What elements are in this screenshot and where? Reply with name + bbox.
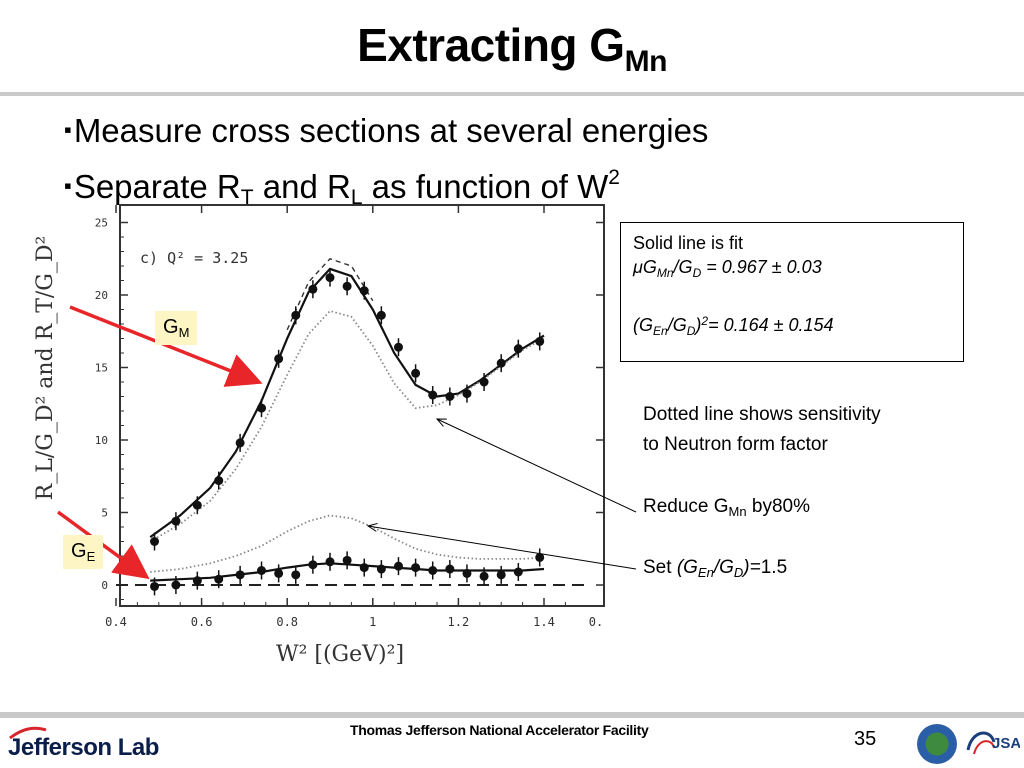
fit-line-2: μGMn/GD = 0.967 ± 0.03: [633, 257, 822, 280]
dotted-note: Dotted line shows sensitivity to Neutron…: [643, 404, 881, 455]
ge-label: GE: [63, 535, 104, 569]
bullet-item: ▪Measure cross sections at several energ…: [64, 112, 709, 149]
data-point: [479, 571, 489, 581]
footer-divider: [0, 712, 1024, 718]
x-tick-label: 1: [369, 615, 376, 629]
dotted-callout-line: [437, 419, 637, 513]
x-tick-label: 0.8: [276, 615, 298, 629]
data-point: [513, 344, 523, 354]
data-point: [150, 537, 160, 546]
reduce-note: Reduce GMn by80%: [643, 496, 810, 519]
title-divider: [0, 92, 1024, 96]
data-point: [291, 570, 301, 580]
slide-title: Extracting GMn: [357, 19, 667, 78]
y-tick-label: 0: [101, 579, 108, 592]
plot-frame: [119, 204, 605, 607]
data-point: [325, 273, 335, 283]
data-point: [150, 581, 160, 591]
data-point: [359, 563, 369, 573]
data-point: [214, 574, 224, 584]
data-point: [535, 336, 545, 346]
x-tick-label: 1.4: [533, 615, 555, 629]
data-point: [192, 576, 202, 586]
data-point: [535, 552, 545, 562]
y-tick-label: 20: [95, 289, 108, 302]
y-axis-label: R_L/G_D² and R_T/G_D²: [33, 236, 58, 501]
data-point: [479, 377, 489, 387]
data-point: [393, 342, 403, 352]
set-callout-line: [368, 526, 637, 570]
doe-seal-icon: [917, 724, 957, 764]
data-point: [462, 568, 472, 578]
data-point: [496, 358, 506, 368]
data-point: [445, 564, 455, 574]
data-point: [257, 566, 267, 575]
series-line: [286, 257, 374, 331]
bullet-list: ▪Measure cross sections at several energ…: [64, 106, 708, 221]
data-point: [235, 570, 245, 580]
fit-result-box: Solid line is fit μGMn/GD = 0.967 ± 0.03…: [620, 222, 964, 362]
data-point: [513, 567, 523, 577]
data-point: [291, 310, 301, 320]
jsa-logo: JSA: [966, 731, 1020, 755]
data-point: [359, 286, 369, 296]
data-point: [235, 438, 245, 448]
data-point: [445, 392, 455, 401]
data-point: [342, 555, 352, 565]
data-point: [325, 557, 335, 567]
y-tick-label: 15: [95, 362, 108, 375]
data-point: [192, 500, 202, 510]
data-point: [462, 389, 472, 399]
data-point: [376, 564, 386, 574]
data-point: [171, 580, 181, 590]
bullet-item: ▪Separate RT and RL as function of W2: [64, 166, 620, 209]
panel-label: c) Q² = 3.25: [140, 249, 248, 267]
gm-label: GM: [155, 311, 198, 345]
data-point: [308, 560, 318, 570]
data-point: [411, 368, 421, 378]
x-tick-label: 0.4: [105, 615, 127, 629]
x-tick-label: 0.6: [191, 615, 213, 629]
jlab-swoosh-icon: [9, 726, 47, 740]
data-point: [308, 284, 318, 294]
y-tick-label: 10: [95, 434, 108, 447]
data-point: [411, 563, 421, 573]
x-tick-label-extra: 0.: [589, 615, 603, 629]
data-point: [428, 390, 438, 400]
y-tick-label: 5: [101, 507, 108, 520]
page-number: 35: [854, 728, 877, 750]
series-line: [149, 309, 545, 543]
data-point: [257, 403, 267, 413]
data-point: [393, 561, 403, 571]
y-tick-label: 25: [95, 217, 108, 230]
data-point: [274, 568, 284, 578]
jsa-text: JSA: [992, 735, 1020, 752]
data-point: [171, 516, 181, 526]
data-point: [496, 570, 506, 580]
x-axis-label: W² [(GeV)²]: [276, 642, 404, 667]
x-tick-label: 1.2: [448, 615, 470, 629]
data-point: [274, 354, 284, 364]
fit-line-3: (GEn/GD)2= 0.164 ± 0.154: [633, 314, 834, 338]
set-note: Set (GEn/GD)=1.5: [643, 557, 788, 580]
fit-line-1: Solid line is fit: [633, 233, 744, 253]
footer-org: Thomas Jefferson National Accelerator Fa…: [350, 722, 649, 738]
data-point: [214, 476, 224, 486]
data-point: [376, 310, 386, 320]
series-line: [149, 267, 545, 538]
data-point: [428, 566, 438, 575]
data-point: [342, 281, 352, 291]
